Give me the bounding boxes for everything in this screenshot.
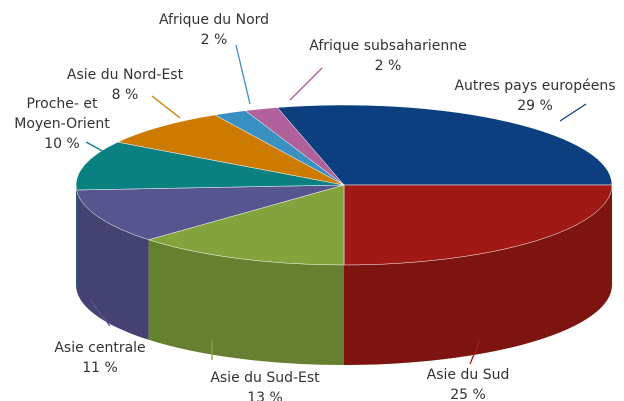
leader-line	[85, 141, 107, 154]
category-label: Asie du Nord-Est	[66, 67, 184, 83]
pie-slice	[116, 114, 345, 186]
slice-label: Afrique du Nord 2 %	[159, 10, 269, 50]
pie-side	[148, 239, 344, 365]
slice-label: Autres pays européens 29 %	[454, 76, 615, 116]
value-label: 2 %	[374, 58, 402, 74]
value-label: 2 %	[200, 32, 228, 48]
pie-slice	[75, 141, 345, 191]
pie-slice	[276, 104, 613, 186]
pie-side	[76, 190, 149, 340]
value-label: 8 %	[111, 87, 139, 103]
category-label: Asie centrale	[54, 340, 146, 356]
slice-label: Asie du Nord-Est 8 %	[67, 65, 183, 105]
leader-line	[559, 103, 587, 122]
pie-side	[76, 185, 77, 291]
slice-label: Proche- et Moyen-Orient 10 %	[7, 94, 117, 154]
category-label: Proche- et Moyen-Orient	[14, 96, 110, 132]
category-label: Afrique subsaharienne	[309, 38, 467, 54]
pie-tops	[75, 104, 613, 266]
slice-label: Asie du Sud-Est 13 %	[210, 368, 319, 401]
value-label: 11 %	[82, 360, 118, 376]
leader-line	[235, 44, 251, 105]
slice-label: Asie du Sud 25 %	[427, 365, 510, 401]
pie-sides	[76, 185, 612, 365]
leader-line	[469, 339, 481, 365]
leader-line	[151, 95, 181, 119]
category-label: Asie du Sud	[426, 367, 510, 383]
leader-line	[289, 67, 323, 101]
value-label: 25 %	[450, 387, 486, 401]
value-label: 29 %	[517, 98, 553, 114]
pie-slice	[244, 107, 345, 186]
category-label: Asie du Sud-Est	[210, 370, 320, 386]
value-label: 10 %	[44, 136, 80, 152]
pie-slice	[76, 184, 345, 241]
category-label: Afrique du Nord	[158, 12, 270, 28]
pie-side	[344, 185, 612, 365]
category-label: Autres pays européens	[454, 78, 616, 94]
value-label: 13 %	[247, 390, 283, 401]
pie-slice	[147, 184, 345, 266]
pie-slice	[343, 184, 613, 266]
slice-label: Asie centrale 11 %	[54, 338, 145, 378]
slice-label: Afrique subsaharienne 2 %	[309, 36, 466, 76]
leader-line	[89, 299, 111, 327]
